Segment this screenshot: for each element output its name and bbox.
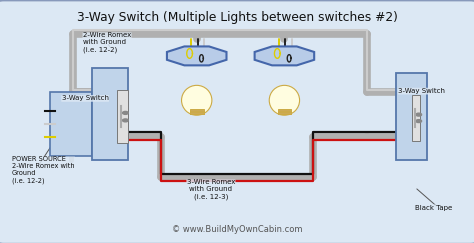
Text: © www.BuildMyOwnCabin.com: © www.BuildMyOwnCabin.com	[172, 225, 302, 234]
Text: POWER SOURCE
2-Wire Romex with
Ground
(i.e. 12-2): POWER SOURCE 2-Wire Romex with Ground (i…	[12, 156, 74, 184]
Text: 3-Way Switch: 3-Way Switch	[62, 95, 109, 101]
FancyBboxPatch shape	[50, 92, 92, 156]
Text: 3-Wire Romex
with Ground
(i.e. 12-3): 3-Wire Romex with Ground (i.e. 12-3)	[187, 179, 235, 200]
Circle shape	[123, 119, 128, 122]
Text: 2-Wire Romex
with Ground
(i.e. 12-2): 2-Wire Romex with Ground (i.e. 12-2)	[83, 32, 131, 53]
FancyBboxPatch shape	[396, 73, 427, 160]
FancyBboxPatch shape	[190, 109, 203, 114]
Circle shape	[416, 113, 421, 116]
Polygon shape	[255, 46, 314, 65]
FancyBboxPatch shape	[117, 90, 128, 143]
FancyBboxPatch shape	[412, 95, 420, 141]
Text: Black Tape: Black Tape	[415, 205, 452, 211]
Circle shape	[416, 120, 421, 122]
Circle shape	[123, 112, 128, 114]
Polygon shape	[167, 46, 227, 65]
FancyBboxPatch shape	[92, 68, 128, 160]
FancyBboxPatch shape	[278, 109, 291, 114]
Text: 3-Way Switch: 3-Way Switch	[398, 88, 445, 94]
Ellipse shape	[182, 85, 212, 115]
Ellipse shape	[269, 85, 300, 115]
Text: 3-Way Switch (Multiple Lights between switches #2): 3-Way Switch (Multiple Lights between sw…	[77, 11, 397, 24]
